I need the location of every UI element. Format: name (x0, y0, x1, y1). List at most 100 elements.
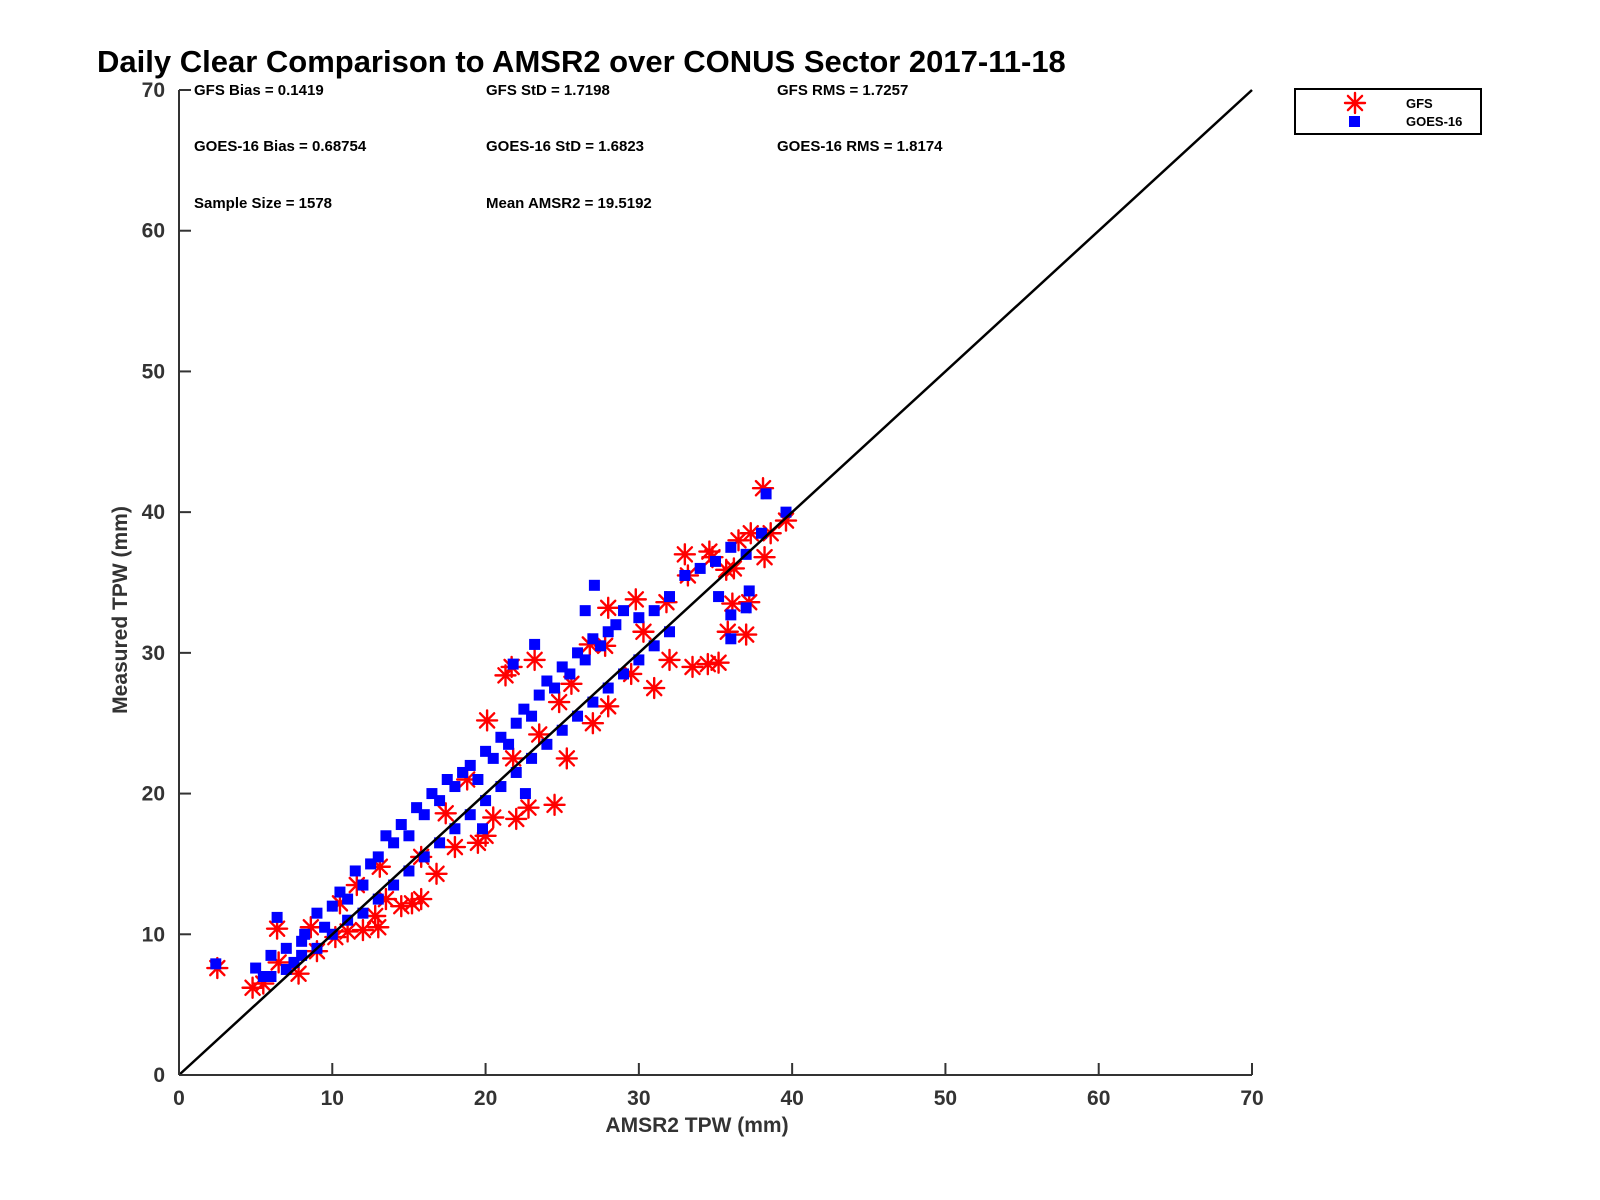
goes16-point (519, 788, 531, 800)
goes16-point (449, 781, 461, 793)
stat-annotation: Sample Size = 1578 (194, 195, 332, 212)
stat-annotation: GFS StD = 1.7198 (486, 82, 610, 99)
goes16-point (403, 830, 415, 842)
gfs-point (364, 904, 387, 928)
goes16-point (549, 682, 561, 694)
goes16-point (372, 893, 384, 905)
gfs-point (501, 747, 525, 770)
goes16-point (533, 689, 545, 701)
tick-labels: 0 10 20 30 40 50 60 70 0 10 20 30 40 50 60 70 (142, 79, 1264, 1110)
goes16-point (480, 745, 492, 757)
gfs-point (425, 862, 448, 885)
goes16-point (434, 837, 446, 849)
stat-annotation: GOES-16 StD = 1.6823 (486, 138, 644, 155)
legend-gfs-label: GFS (1406, 96, 1433, 111)
goes16-point (713, 591, 725, 603)
y-tick-label: 0 (153, 1064, 165, 1087)
goes16-point (349, 865, 361, 877)
goes16-point (271, 911, 283, 923)
goes16-point (342, 893, 354, 905)
gfs-point (681, 655, 704, 679)
stat-annotation: GOES-16 RMS = 1.8174 (777, 138, 943, 155)
goes16-point (618, 668, 630, 680)
goes16-point (395, 819, 407, 831)
gfs-point (632, 620, 655, 643)
goes16-point (477, 823, 489, 835)
x-tick-label: 60 (1087, 1087, 1110, 1110)
gfs-point (753, 545, 776, 569)
gfs-point (581, 712, 605, 735)
stat-annotation: Mean AMSR2 = 19.5192 (486, 195, 652, 212)
goes16-point (510, 717, 522, 729)
gfs-point (555, 747, 579, 770)
goes16-point (725, 541, 737, 553)
goes16-points (210, 488, 792, 982)
gfs-point (547, 690, 571, 714)
x-tick-label: 10 (321, 1087, 344, 1110)
goes16-point (457, 766, 469, 778)
goes16-point (265, 949, 277, 961)
goes16-point (526, 710, 538, 722)
legend-goes16-label: GOES-16 (1406, 114, 1462, 129)
goes16-point (725, 633, 737, 645)
goes16-point (633, 654, 645, 666)
y-tick-label: 30 (142, 642, 165, 665)
x-tick-label: 20 (474, 1087, 497, 1110)
goes16-point (280, 942, 292, 954)
goes16-point (357, 879, 369, 891)
goes16-point (411, 802, 423, 814)
y-tick-label: 70 (142, 79, 165, 102)
goes16-point (365, 858, 377, 870)
goes16-point (257, 971, 269, 982)
goes16-point (487, 752, 499, 764)
axes (178, 89, 1253, 1076)
goes16-point (694, 562, 706, 574)
gfs-point (443, 835, 467, 859)
y-tick-label: 50 (142, 360, 165, 383)
goes16-point (780, 506, 792, 518)
goes16-point (288, 956, 300, 968)
goes16-point (472, 774, 484, 785)
gfs-point (517, 796, 540, 819)
goes16-point (334, 886, 346, 898)
goes16-point (743, 585, 755, 597)
goes16-point (441, 774, 453, 785)
one-to-one-line (178, 89, 1253, 1076)
goes16-point (518, 703, 530, 715)
goes16-point (280, 963, 292, 975)
gfs-point (434, 802, 457, 825)
goes16-point (541, 738, 553, 750)
goes16-point (464, 759, 476, 771)
goes16-point (564, 668, 576, 680)
goes16-point (357, 907, 369, 919)
goes16-point (388, 837, 400, 849)
gfs-point (597, 596, 620, 620)
x-axis-label: AMSR2 TPW (mm) (605, 1114, 788, 1137)
goes16-point (648, 640, 660, 652)
goes16-point (380, 830, 392, 842)
goes16-point (265, 971, 277, 982)
gfs-point (543, 793, 566, 817)
goes16-point (664, 591, 676, 603)
goes16-point (449, 823, 461, 835)
goes16-point (755, 527, 767, 539)
gfs-point (673, 543, 697, 566)
goes16-point (572, 647, 584, 659)
goes16-point (507, 658, 519, 670)
gfs-point (265, 917, 289, 940)
legend-goes16-marker (1349, 116, 1360, 127)
goes16-point (633, 612, 645, 624)
gfs-point (351, 918, 375, 942)
goes16-point (426, 788, 438, 800)
goes16-point (296, 935, 308, 947)
gfs-point (707, 651, 730, 674)
goes16-point (602, 682, 614, 694)
gfs-point (696, 652, 720, 676)
stats-annotations: GFS Bias = 0.1419 GFS StD = 1.7198 GFS RMS… (194, 82, 943, 212)
legend-gfs-marker (1343, 91, 1367, 115)
goes16-point (526, 752, 538, 764)
goes16-point (541, 675, 553, 687)
goes16-point (403, 865, 415, 877)
goes16-point (480, 795, 492, 807)
goes16-point (311, 907, 323, 919)
